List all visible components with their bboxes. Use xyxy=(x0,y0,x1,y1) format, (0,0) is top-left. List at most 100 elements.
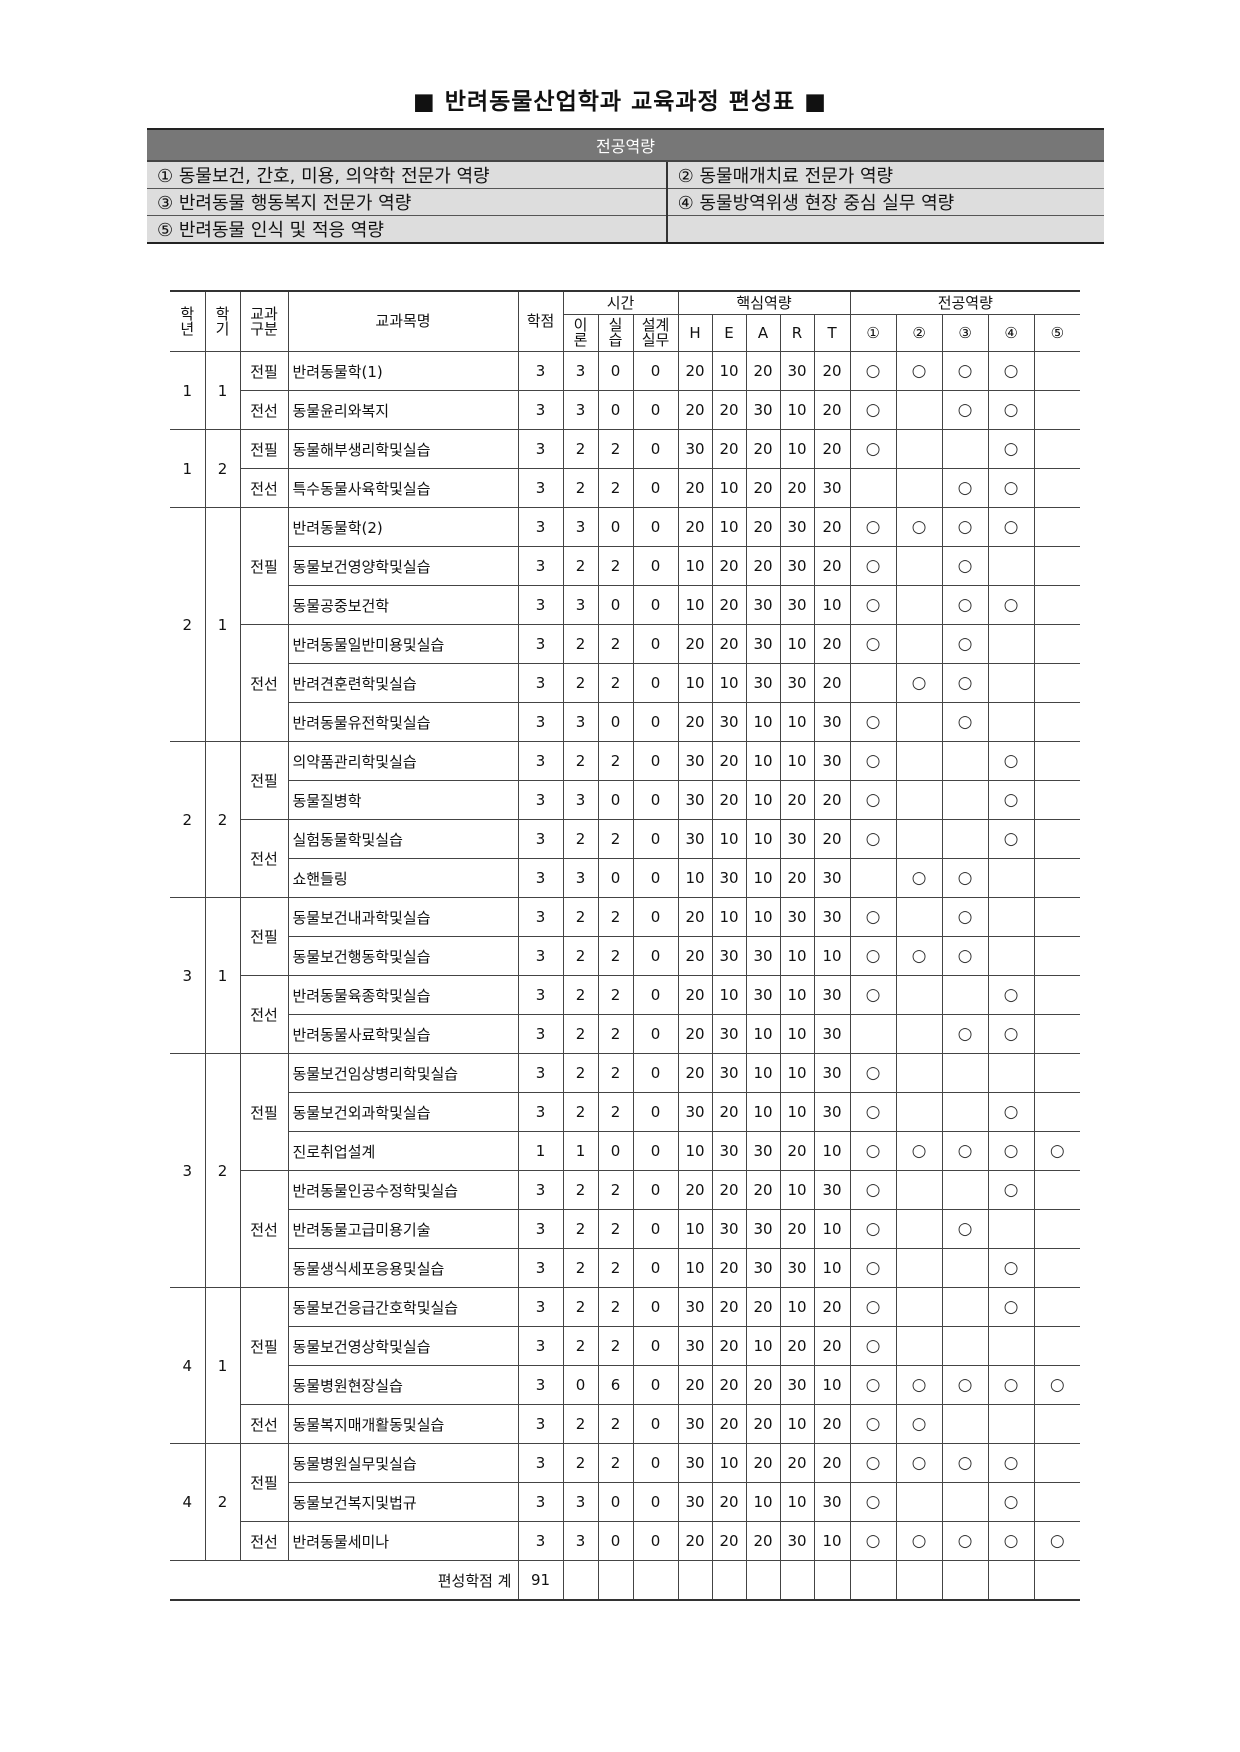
design-cell: 0 xyxy=(632,936,679,976)
theory-cell: 2 xyxy=(562,741,599,781)
major-competency-5-cell xyxy=(1033,429,1081,469)
table-row: 2 2 전필 의약품관리학및실습 3 2 2 0 30 20 10 10 30 ○ ○ xyxy=(170,741,1081,898)
competency-empty xyxy=(666,215,1104,244)
H-cell: 30 xyxy=(677,1287,713,1327)
major-competency-5-cell xyxy=(1033,468,1081,508)
theory-cell: 3 xyxy=(562,1521,599,1561)
major-competency-2-cell xyxy=(895,429,943,469)
major-competency-5-cell xyxy=(1033,1443,1081,1483)
H-cell: 10 xyxy=(677,1131,713,1171)
competency-mark-1: ○ xyxy=(849,741,897,781)
R-cell: 20 xyxy=(779,1209,815,1249)
table-row: 반려견훈련학및실습 3 2 2 0 10 10 30 30 20 ○ ○ xyxy=(170,663,1081,703)
H-cell: 10 xyxy=(677,546,713,586)
major-competency-2-cell xyxy=(895,390,943,430)
R-cell: 10 xyxy=(779,624,815,664)
major-competency-4-cell xyxy=(987,858,1035,898)
design-cell: 0 xyxy=(632,663,679,703)
competency-mark-4: ○ xyxy=(987,1482,1035,1522)
major-competency-5-cell xyxy=(1033,1248,1081,1288)
A-cell: 20 xyxy=(745,1521,781,1561)
design-cell: 0 xyxy=(632,897,679,937)
theory-cell: 2 xyxy=(562,975,599,1015)
competency-mark-1: ○ xyxy=(849,936,897,976)
theory-cell: 3 xyxy=(562,780,599,820)
course-name-cell: 동물보건행동학및실습 xyxy=(288,936,519,976)
R-cell: 30 xyxy=(779,897,815,937)
table-row: 반려동물사료학및실습 3 2 2 0 20 30 10 10 30 ○ ○ xyxy=(170,1014,1081,1054)
semester-cell: 2 xyxy=(204,429,241,508)
table-row: 동물보건외과학및실습 3 2 2 0 30 20 10 10 30 ○ ○ xyxy=(170,1092,1081,1132)
table-row: 동물보건복지및법규 3 3 0 0 30 20 10 10 30 ○ ○ xyxy=(170,1482,1081,1522)
practice-cell: 2 xyxy=(597,741,634,781)
course-name-cell: 진로취업설계 xyxy=(288,1131,519,1171)
practice-cell: 2 xyxy=(597,1170,634,1210)
competency-mark-4: ○ xyxy=(987,1170,1035,1210)
T-cell: 20 xyxy=(813,1326,851,1366)
E-cell: 20 xyxy=(711,1482,747,1522)
A-cell: 10 xyxy=(745,1482,781,1522)
practice-cell: 2 xyxy=(597,897,634,937)
credit-cell: 3 xyxy=(517,429,564,469)
theory-cell: 2 xyxy=(562,1326,599,1366)
A-cell: 10 xyxy=(745,702,781,742)
A-cell: 20 xyxy=(745,507,781,547)
A-cell: 30 xyxy=(745,1248,781,1288)
practice-cell: 0 xyxy=(597,351,634,391)
course-name-cell: 반려동물일반미용및실습 xyxy=(287,624,519,664)
A-cell: 10 xyxy=(745,897,781,937)
competency-mark-4: ○ xyxy=(987,1014,1035,1054)
credit-cell: 3 xyxy=(517,858,564,898)
T-cell: 20 xyxy=(813,780,851,820)
competency-mark-2: ○ xyxy=(895,1443,943,1483)
header-major-1: ① xyxy=(849,314,897,352)
competency-mark-3: ○ xyxy=(941,546,989,586)
major-competency-2-cell xyxy=(895,702,943,742)
E-cell: 30 xyxy=(711,702,747,742)
table-row: 전선 반려동물인공수정학및실습 3 2 2 0 20 20 20 10 30 ○ ○ xyxy=(170,1170,1081,1288)
credit-cell: 3 xyxy=(517,897,564,937)
T-cell: 30 xyxy=(813,1014,851,1054)
T-cell: 10 xyxy=(813,585,851,625)
major-competency-2-cell xyxy=(895,1053,943,1093)
design-cell: 0 xyxy=(632,1092,679,1132)
competency-mark-3: ○ xyxy=(941,1521,989,1561)
table-row: 전선 반려동물세미나 3 3 0 0 20 20 20 30 10 ○ ○ ○ ○ ○ xyxy=(170,1521,1081,1561)
competency-mark-1: ○ xyxy=(849,975,897,1015)
course-name-cell: 동물복지매개활동및실습 xyxy=(287,1404,519,1444)
R-cell: 30 xyxy=(779,1248,815,1288)
practice-cell: 0 xyxy=(597,1521,634,1561)
competency-mark-4: ○ xyxy=(987,351,1035,391)
competency-mark-3: ○ xyxy=(941,1365,989,1405)
H-cell: 20 xyxy=(677,1365,713,1405)
table-row: 진로취업설계 1 1 0 0 10 30 30 20 10 ○ ○ ○ ○ ○ xyxy=(170,1131,1081,1171)
theory-cell: 2 xyxy=(562,1248,599,1288)
total-empty-cell xyxy=(895,1560,943,1601)
major-competency-2-cell xyxy=(895,1014,943,1054)
year-cell: 4 xyxy=(170,1287,206,1444)
credit-cell: 3 xyxy=(517,1092,564,1132)
type-cell: 전필 xyxy=(239,351,289,391)
E-cell: 30 xyxy=(711,858,747,898)
practice-cell: 2 xyxy=(597,1443,634,1483)
credit-cell: 3 xyxy=(517,624,564,664)
T-cell: 10 xyxy=(813,1209,851,1249)
E-cell: 20 xyxy=(711,585,747,625)
major-competency-3-cell xyxy=(941,741,989,781)
E-cell: 20 xyxy=(711,741,747,781)
design-cell: 0 xyxy=(632,858,679,898)
R-cell: 30 xyxy=(779,1365,815,1405)
major-competency-5-cell xyxy=(1033,1170,1081,1210)
practice-cell: 0 xyxy=(597,585,634,625)
T-cell: 20 xyxy=(813,507,851,547)
table-row: 동물질병학 3 3 0 0 30 20 10 20 20 ○ ○ xyxy=(170,780,1081,820)
header-core-E: E xyxy=(711,314,747,352)
competency-mark-2: ○ xyxy=(895,1404,943,1444)
competency-mark-1: ○ xyxy=(849,897,897,937)
competency-mark-4: ○ xyxy=(987,507,1035,547)
theory-cell: 2 xyxy=(562,1209,599,1249)
course-name-cell: 동물보건임상병리학및실습 xyxy=(287,1053,519,1093)
major-competency-5-cell xyxy=(1033,1287,1081,1327)
header-practice: 실 습 xyxy=(597,314,634,352)
